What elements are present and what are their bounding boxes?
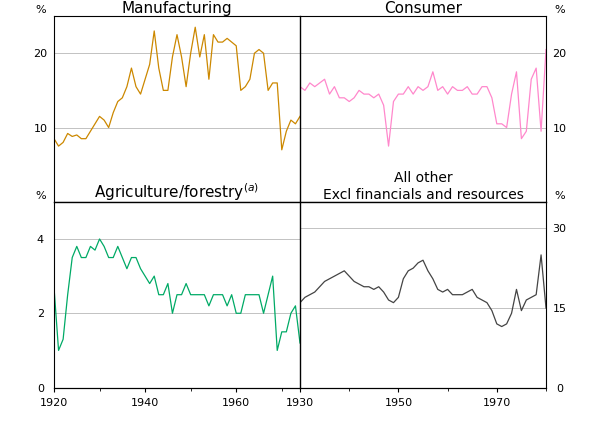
Text: 4: 4 bbox=[37, 234, 44, 245]
Text: %: % bbox=[35, 190, 46, 201]
Text: 0: 0 bbox=[37, 383, 44, 393]
Title: Consumer: Consumer bbox=[384, 1, 462, 16]
Title: Manufacturing: Manufacturing bbox=[122, 1, 232, 16]
Text: 10: 10 bbox=[553, 123, 566, 133]
Text: %: % bbox=[554, 190, 565, 201]
Text: 20: 20 bbox=[34, 49, 47, 59]
Text: 0: 0 bbox=[556, 383, 563, 393]
Text: 20: 20 bbox=[553, 49, 566, 59]
Text: %: % bbox=[554, 5, 565, 15]
Text: 30: 30 bbox=[553, 224, 566, 234]
Title: All other
Excl financials and resources: All other Excl financials and resources bbox=[323, 171, 523, 201]
Text: 2: 2 bbox=[37, 308, 44, 319]
Title: Agriculture/forestry$^{(a)}$: Agriculture/forestry$^{(a)}$ bbox=[94, 181, 260, 202]
Text: 10: 10 bbox=[34, 123, 47, 133]
Text: %: % bbox=[35, 5, 46, 15]
Text: 15: 15 bbox=[553, 303, 566, 313]
